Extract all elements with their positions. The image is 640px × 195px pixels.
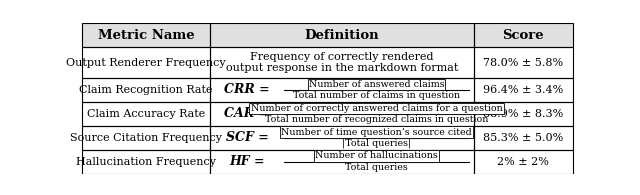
Text: Definition: Definition (305, 29, 380, 42)
Text: Number of hallucinations: Number of hallucinations (315, 152, 438, 160)
Text: output response in the markdown format: output response in the markdown format (226, 63, 458, 73)
Bar (83, 47, 210, 78)
Bar (83, 23, 210, 47)
Text: Total queries: Total queries (345, 163, 408, 172)
Text: Source Citation Frequency: Source Citation Frequency (70, 133, 222, 143)
Text: CRR =: CRR = (224, 83, 270, 97)
Text: Number of answered claims: Number of answered claims (308, 80, 444, 89)
Text: Number of time question’s source cited: Number of time question’s source cited (281, 128, 472, 136)
Bar (210, 150, 474, 174)
Text: Score: Score (502, 29, 544, 42)
Text: Number of correctly answered claims for a question: Number of correctly answered claims for … (251, 104, 502, 113)
Bar (474, 47, 573, 78)
Text: 2% ± 2%: 2% ± 2% (497, 157, 549, 167)
Bar (474, 23, 573, 47)
Text: Total number of claims in question: Total number of claims in question (293, 91, 460, 100)
Text: HF =: HF = (229, 155, 265, 168)
Bar (210, 23, 474, 47)
Bar (210, 102, 474, 126)
Bar (210, 47, 474, 78)
Text: Claim Accuracy Rate: Claim Accuracy Rate (87, 109, 205, 119)
Bar (474, 126, 573, 150)
Bar (83, 126, 210, 150)
Text: Metric Name: Metric Name (98, 29, 195, 42)
Text: 78.0% ± 5.8%: 78.0% ± 5.8% (483, 58, 563, 68)
Text: Frequency of correctly rendered: Frequency of correctly rendered (250, 52, 434, 62)
Text: Output Renderer Frequency: Output Renderer Frequency (67, 58, 226, 68)
Text: Total number of recognized claims in question: Total number of recognized claims in que… (265, 115, 488, 124)
Bar (210, 78, 474, 102)
Text: CAR =: CAR = (225, 107, 269, 120)
Bar (83, 102, 210, 126)
Bar (83, 78, 210, 102)
Bar (83, 23, 210, 47)
Bar (83, 150, 210, 174)
Bar (474, 102, 573, 126)
Text: |Total queries|: |Total queries| (342, 139, 411, 148)
Bar (210, 126, 474, 150)
Text: 96.4% ± 3.4%: 96.4% ± 3.4% (483, 85, 564, 95)
Bar (474, 150, 573, 174)
Bar (474, 78, 573, 102)
Bar (474, 23, 573, 47)
Bar (210, 23, 474, 47)
Text: 88.9% ± 8.3%: 88.9% ± 8.3% (483, 109, 564, 119)
Text: SCF =: SCF = (225, 131, 268, 144)
Text: 85.3% ± 5.0%: 85.3% ± 5.0% (483, 133, 564, 143)
Text: Hallucination Frequency: Hallucination Frequency (76, 157, 216, 167)
Text: Claim Recognition Rate: Claim Recognition Rate (79, 85, 213, 95)
